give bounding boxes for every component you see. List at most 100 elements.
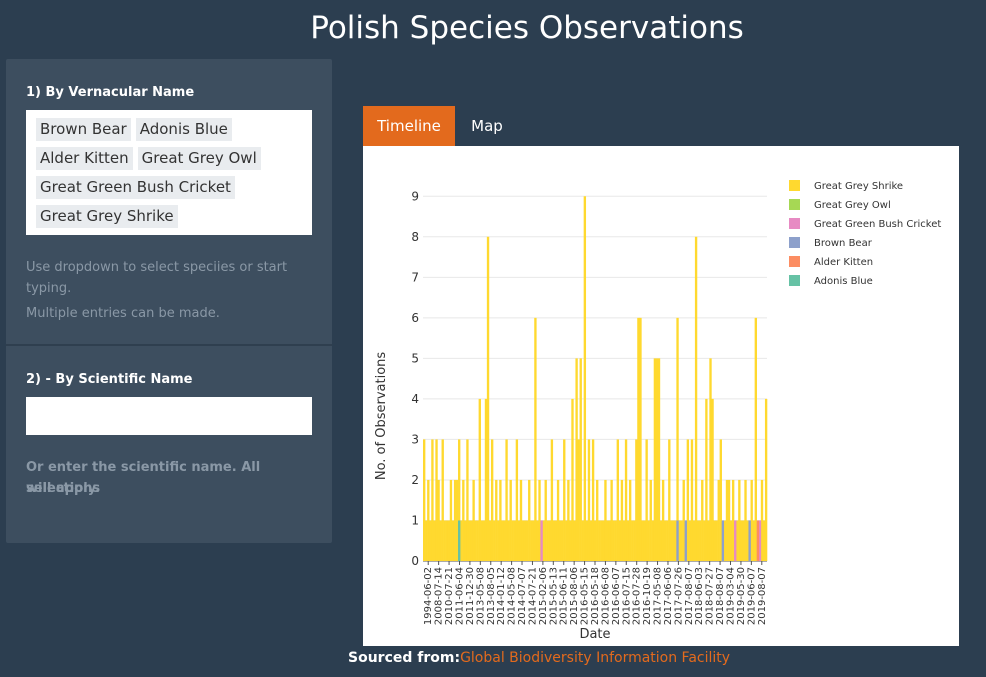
bar-great-grey-shrike[interactable] <box>482 520 486 561</box>
bar-great-grey-shrike[interactable] <box>608 520 611 561</box>
bar-great-grey-shrike[interactable] <box>585 520 589 561</box>
bar-great-grey-shrike[interactable] <box>573 520 576 561</box>
bar-great-grey-shrike[interactable] <box>468 520 471 561</box>
bar-great-grey-shrike[interactable] <box>600 520 603 561</box>
bar-great-grey-shrike[interactable] <box>443 520 446 561</box>
bar-great-grey-shrike[interactable] <box>661 479 665 561</box>
bar-great-grey-shrike[interactable] <box>696 520 700 561</box>
bar-great-grey-shrike[interactable] <box>750 479 753 561</box>
bar-great-grey-shrike[interactable] <box>674 520 677 561</box>
bar-great-grey-shrike[interactable] <box>709 358 712 561</box>
bar-great-grey-shrike[interactable] <box>495 479 498 561</box>
bar-great-grey-shrike[interactable] <box>678 520 681 561</box>
legend-swatch[interactable] <box>789 199 800 210</box>
bar-great-grey-shrike[interactable] <box>503 520 506 561</box>
bar-great-grey-shrike[interactable] <box>497 520 500 561</box>
bar-great-grey-shrike[interactable] <box>746 520 749 561</box>
bar-great-grey-shrike[interactable] <box>587 439 591 561</box>
bar-great-grey-shrike[interactable] <box>431 439 434 561</box>
bar-great-grey-shrike[interactable] <box>490 439 494 561</box>
legend-label[interactable]: Alder Kitten <box>814 257 873 268</box>
bar-great-grey-shrike[interactable] <box>707 520 710 561</box>
bar-great-grey-shrike[interactable] <box>637 317 640 561</box>
bar-great-grey-shrike[interactable] <box>641 520 644 561</box>
bar-great-grey-shrike[interactable] <box>513 520 516 561</box>
bar-great-grey-shrike[interactable] <box>542 520 545 561</box>
bar-great-grey-shrike[interactable] <box>515 439 519 561</box>
bar-great-grey-shrike[interactable] <box>579 358 582 561</box>
selected-species-tag[interactable]: Great Grey Shrike <box>36 205 178 228</box>
bar-great-green-bush-cricket[interactable] <box>734 520 737 561</box>
tab-map[interactable]: Map <box>471 117 503 135</box>
bar-great-grey-shrike[interactable] <box>437 479 440 561</box>
bar-great-grey-shrike[interactable] <box>505 439 508 561</box>
bar-great-grey-shrike[interactable] <box>729 520 733 561</box>
bar-great-grey-shrike[interactable] <box>536 520 539 561</box>
bar-great-grey-shrike[interactable] <box>507 520 510 561</box>
bar-great-grey-shrike[interactable] <box>655 358 659 561</box>
legend-label[interactable]: Great Grey Shrike <box>814 181 903 192</box>
bar-great-grey-shrike[interactable] <box>550 439 554 561</box>
bar-great-grey-shrike[interactable] <box>727 479 731 561</box>
bar-great-grey-shrike[interactable] <box>701 479 704 561</box>
bar-great-grey-shrike[interactable] <box>581 520 584 561</box>
bar-great-grey-shrike[interactable] <box>703 520 706 561</box>
bar-great-grey-shrike[interactable] <box>429 520 432 561</box>
bar-great-grey-shrike[interactable] <box>455 479 459 561</box>
bar-great-grey-shrike[interactable] <box>499 479 502 561</box>
bar-great-grey-shrike[interactable] <box>476 520 479 561</box>
bar-great-grey-shrike[interactable] <box>439 520 442 561</box>
legend-label[interactable]: Great Grey Owl <box>814 200 891 211</box>
bar-great-grey-shrike[interactable] <box>472 479 475 561</box>
bar-great-grey-shrike[interactable] <box>509 479 512 561</box>
bar-great-grey-shrike[interactable] <box>664 520 667 561</box>
bar-great-grey-shrike[interactable] <box>583 196 587 561</box>
bar-great-grey-shrike[interactable] <box>614 520 617 561</box>
vernacular-select[interactable]: Brown Bear Adonis Blue Alder Kitten Great G… <box>26 110 312 235</box>
bar-brown-bear[interactable] <box>721 520 725 561</box>
bar-great-grey-shrike[interactable] <box>649 479 652 561</box>
bar-great-grey-shrike[interactable] <box>493 520 496 561</box>
bar-great-grey-shrike[interactable] <box>740 520 743 561</box>
bar-great-grey-shrike[interactable] <box>651 520 655 561</box>
bar-great-grey-shrike[interactable] <box>530 520 533 561</box>
bar-great-grey-shrike[interactable] <box>451 520 455 561</box>
bar-great-grey-shrike[interactable] <box>532 520 535 561</box>
bar-great-grey-shrike[interactable] <box>635 439 638 561</box>
bar-great-grey-shrike[interactable] <box>464 520 467 561</box>
bar-great-grey-shrike[interactable] <box>742 520 745 561</box>
bar-great-grey-shrike[interactable] <box>699 520 702 561</box>
bar-great-grey-shrike[interactable] <box>575 358 578 561</box>
bar-great-grey-shrike[interactable] <box>470 520 473 561</box>
bar-great-grey-shrike[interactable] <box>725 479 729 561</box>
bar-great-grey-shrike[interactable] <box>633 520 636 561</box>
bar-great-grey-shrike[interactable] <box>715 520 718 561</box>
bar-great-grey-shrike[interactable] <box>571 398 574 561</box>
bar-great-grey-shrike[interactable] <box>680 520 683 561</box>
bar-great-grey-shrike[interactable] <box>558 520 562 561</box>
bar-great-grey-shrike[interactable] <box>647 520 650 561</box>
bar-great-green-bush-cricket[interactable] <box>758 520 762 561</box>
bar-great-grey-shrike[interactable] <box>449 479 453 561</box>
bar-great-grey-shrike[interactable] <box>738 479 741 561</box>
bar-great-grey-shrike[interactable] <box>466 439 469 561</box>
selected-species-tag[interactable]: Great Grey Owl <box>137 147 261 170</box>
bar-great-grey-shrike[interactable] <box>480 520 484 561</box>
bar-great-grey-shrike[interactable] <box>486 236 490 561</box>
bar-great-grey-shrike[interactable] <box>645 439 648 561</box>
bar-great-grey-shrike[interactable] <box>653 358 657 561</box>
legend-swatch[interactable] <box>789 218 800 229</box>
bar-great-grey-shrike[interactable] <box>458 439 461 561</box>
bar-great-grey-shrike[interactable] <box>620 479 624 561</box>
bar-great-green-bush-cricket[interactable] <box>540 520 543 561</box>
selected-species-tag[interactable]: Alder Kitten <box>36 147 133 170</box>
bar-great-grey-shrike[interactable] <box>610 479 613 561</box>
bar-great-grey-shrike[interactable] <box>612 520 615 561</box>
bar-great-grey-shrike[interactable] <box>631 520 634 561</box>
bar-great-grey-shrike[interactable] <box>488 520 492 561</box>
bar-great-grey-shrike[interactable] <box>534 317 537 561</box>
bar-great-grey-shrike[interactable] <box>705 398 708 561</box>
bar-great-grey-shrike[interactable] <box>552 520 556 561</box>
bar-great-grey-shrike[interactable] <box>719 439 722 561</box>
bar-great-grey-shrike[interactable] <box>686 439 690 561</box>
